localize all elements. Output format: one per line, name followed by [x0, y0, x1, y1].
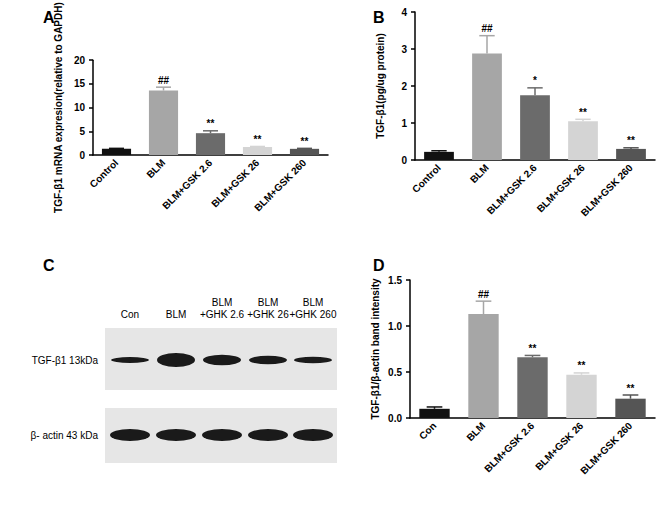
- svg-text:BLM+GHK 260: BLM+GHK 260: [290, 297, 337, 320]
- svg-text:C: C: [43, 257, 55, 274]
- svg-text:##: ##: [481, 23, 493, 34]
- svg-text:D: D: [373, 257, 385, 274]
- svg-text:TGF-β1 13kDa: TGF-β1 13kDa: [32, 355, 99, 366]
- svg-text:BLM+GSK 260: BLM+GSK 260: [579, 162, 636, 219]
- svg-text:β- actin 43 kDa: β- actin 43 kDa: [31, 430, 99, 441]
- svg-text:BLM+GSK 26: BLM+GSK 26: [533, 420, 586, 473]
- svg-text:Control: Control: [88, 157, 121, 190]
- svg-text:BLM+GHK 2.6: BLM+GHK 2.6: [200, 297, 245, 320]
- svg-text:10: 10: [74, 102, 86, 113]
- svg-text:0: 0: [79, 150, 85, 161]
- svg-text:**: **: [627, 383, 635, 394]
- svg-text:BLM: BLM: [166, 309, 187, 320]
- svg-text:**: **: [301, 136, 309, 147]
- svg-text:Control: Control: [410, 162, 443, 195]
- svg-text:B: B: [373, 9, 385, 26]
- svg-text:BLM+GSK 260: BLM+GSK 260: [578, 420, 635, 477]
- svg-text:3: 3: [401, 44, 407, 55]
- svg-text:20: 20: [74, 55, 86, 66]
- svg-text:Con: Con: [417, 420, 439, 442]
- svg-text:15: 15: [74, 78, 86, 89]
- svg-text:TGF-β1/β-actin band intensity: TGF-β1/β-actin band intensity: [370, 278, 381, 420]
- svg-text:BLM+GSK 26: BLM+GSK 26: [535, 162, 588, 215]
- svg-text:*: *: [533, 75, 537, 86]
- svg-text:**: **: [578, 360, 586, 371]
- svg-text:1: 1: [401, 118, 407, 129]
- svg-text:##: ##: [158, 75, 170, 86]
- svg-text:**: **: [254, 134, 262, 145]
- svg-text:BLM: BLM: [464, 420, 487, 443]
- svg-text:BLM+GSK 2.6: BLM+GSK 2.6: [485, 162, 540, 217]
- svg-text:0: 0: [401, 155, 407, 166]
- svg-text:BLM+GSK 2.6: BLM+GSK 2.6: [160, 157, 215, 212]
- svg-text:0.0: 0.0: [388, 413, 402, 424]
- svg-text:BLM: BLM: [144, 157, 167, 180]
- svg-text:Con: Con: [121, 309, 139, 320]
- svg-text:TGF-β1 mRNA expresion(relative: TGF-β1 mRNA expresion(relative to GAPDH): [53, 2, 64, 213]
- svg-text:0.5: 0.5: [388, 367, 402, 378]
- svg-text:**: **: [579, 107, 587, 118]
- svg-text:2: 2: [401, 81, 407, 92]
- svg-text:TGF-β1(pg/ug protein): TGF-β1(pg/ug protein): [375, 33, 386, 139]
- svg-text:4: 4: [401, 7, 407, 18]
- svg-text:##: ##: [478, 289, 490, 300]
- svg-text:1.0: 1.0: [388, 321, 402, 332]
- svg-text:A: A: [43, 9, 55, 26]
- svg-text:**: **: [529, 343, 537, 354]
- svg-text:**: **: [627, 135, 635, 146]
- svg-text:**: **: [207, 118, 215, 129]
- svg-text:BLM+GSK 260: BLM+GSK 260: [252, 157, 309, 214]
- svg-text:BLM+GSK 2.6: BLM+GSK 2.6: [482, 420, 537, 475]
- svg-text:BLM+GHK 26: BLM+GHK 26: [247, 297, 289, 320]
- svg-text:BLM: BLM: [468, 162, 491, 185]
- svg-text:BLM+GSK 26: BLM+GSK 26: [209, 157, 262, 210]
- svg-text:1.5: 1.5: [388, 275, 402, 286]
- svg-text:5: 5: [79, 126, 85, 137]
